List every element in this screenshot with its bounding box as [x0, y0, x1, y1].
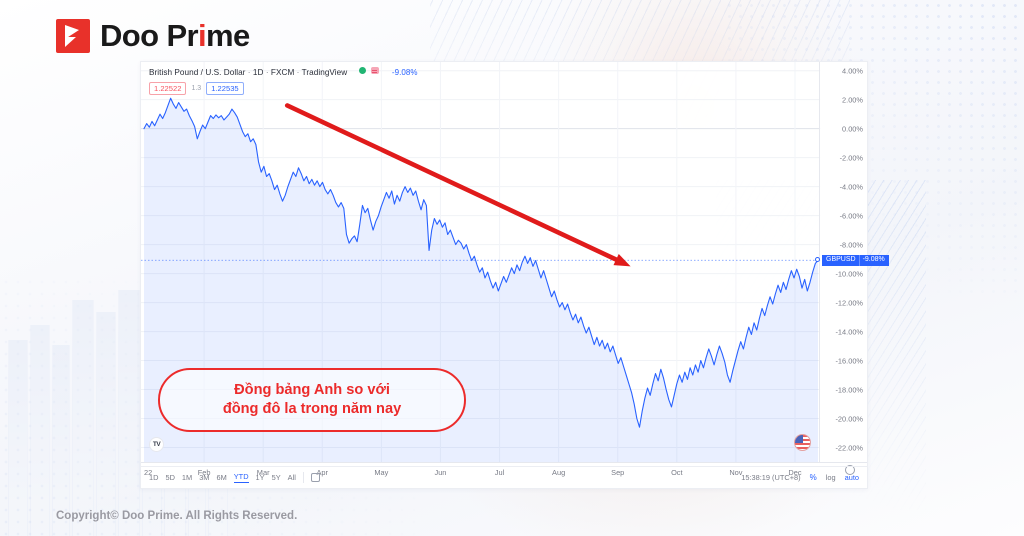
- price-tick: -14.00%: [835, 327, 863, 337]
- last-badge-symbol: GBPUSD: [822, 254, 859, 266]
- chart-provider: TradingView: [301, 68, 348, 77]
- time-tick: May: [374, 468, 389, 477]
- chart-status-badges: [358, 67, 379, 74]
- chart-symbol-name: British Pound / U.S. Dollar: [149, 68, 246, 77]
- quote-row: 1.22522 1.3 1.22535: [149, 82, 859, 95]
- log-scale-toggle[interactable]: log: [825, 473, 836, 482]
- time-tick: Oct: [671, 468, 683, 477]
- range-button-6m[interactable]: 6M: [216, 473, 227, 482]
- percent-scale-toggle[interactable]: %: [809, 473, 817, 482]
- title-sep-3: ·: [296, 68, 300, 77]
- brand-name-doo: Doo: [100, 18, 159, 53]
- price-tick: -16.00%: [835, 356, 863, 366]
- downtrend-arrow-icon: [284, 103, 631, 267]
- chart-title: British Pound / U.S. Dollar · 1D · FXCM …: [149, 67, 859, 77]
- bid-price: 1.22522: [149, 82, 187, 95]
- time-tick: Nov: [729, 468, 743, 477]
- settings-icon[interactable]: [845, 465, 855, 475]
- callout-text: Đồng bảng Anh so với đồng đô la trong nă…: [223, 381, 401, 420]
- chart-source: FXCM: [270, 68, 295, 77]
- time-tick: Jun: [434, 468, 447, 477]
- series-line: [143, 97, 819, 428]
- spread-value: 1.3: [191, 85, 202, 92]
- price-tick: -22.00%: [835, 443, 863, 452]
- range-button-1d[interactable]: 1D: [149, 473, 159, 482]
- toolbar-divider: [302, 472, 304, 483]
- brand-name-i: i: [198, 18, 207, 53]
- callout-line-2: đồng đô la trong năm nay: [222, 401, 402, 417]
- price-tick: -12.00%: [835, 298, 863, 308]
- range-button-3m[interactable]: 3M: [199, 473, 210, 482]
- brand-name-pr: Pr: [166, 18, 199, 53]
- chart-clock: 15:38:19 (UTC+8): [741, 473, 801, 482]
- price-tick: -18.00%: [835, 385, 863, 395]
- time-tick: Dec: [788, 468, 802, 477]
- range-button-all[interactable]: All: [287, 473, 296, 482]
- price-tick: -2.00%: [839, 153, 863, 163]
- last-badge-value: -9.08%: [858, 254, 889, 266]
- time-tick: Mar: [256, 468, 270, 477]
- chart-change-pct: -9.08%: [391, 68, 418, 77]
- last-price-badge: GBPUSD -9.08%: [822, 254, 889, 266]
- range-button-1m[interactable]: 1M: [181, 473, 193, 482]
- doo-prime-mark-icon: [56, 19, 90, 53]
- callout-box: Đồng bảng Anh so với đồng đô la trong nă…: [158, 368, 466, 432]
- price-tick: 2.00%: [842, 95, 863, 105]
- price-tick: -8.00%: [839, 240, 863, 250]
- range-button-ytd[interactable]: YTD: [233, 472, 249, 483]
- time-tick: Aug: [552, 468, 566, 477]
- chart-toolbar[interactable]: 1D 5D 1M 3M 6M YTD 1Y 5Y All 15:38:19 (UTC+8) % …: [141, 466, 867, 488]
- time-tick: 22: [144, 468, 153, 477]
- price-tick: -20.00%: [835, 414, 863, 424]
- market-open-dot-icon: [358, 67, 366, 74]
- time-tick: Sep: [611, 468, 625, 477]
- chart-interval: 1D: [252, 68, 264, 77]
- time-tick: Feb: [197, 468, 211, 477]
- ask-price: 1.22535: [206, 82, 244, 95]
- price-tick: -10.00%: [835, 269, 863, 279]
- brand-name-me: me: [206, 18, 250, 53]
- time-tick: Jul: [494, 468, 505, 477]
- price-tick: 0.00%: [842, 124, 863, 134]
- title-sep-2: ·: [265, 68, 269, 77]
- chart-header: British Pound / U.S. Dollar · 1D · FXCM …: [149, 67, 859, 101]
- auto-scale-toggle[interactable]: auto: [844, 473, 859, 482]
- range-button-1y[interactable]: 1Y: [255, 473, 265, 482]
- price-tick: 4.00%: [842, 66, 863, 76]
- us-flag-icon: [794, 434, 811, 451]
- footer-copyright: Copyright© Doo Prime. All Rights Reserve…: [56, 510, 298, 522]
- callout-line-1: Đồng bảng Anh so với: [234, 381, 390, 398]
- range-selector[interactable]: 1D 5D 1M 3M 6M YTD 1Y 5Y All: [141, 472, 296, 483]
- tradingview-logo-icon[interactable]: TV: [149, 437, 164, 452]
- title-sep-1: ·: [247, 68, 251, 77]
- last-price-dot: [815, 257, 820, 263]
- time-tick: Apr: [316, 468, 329, 477]
- replay-button-icon[interactable]: [310, 473, 320, 482]
- range-button-5d[interactable]: 5D: [165, 473, 175, 482]
- time-axis[interactable]: 22 Feb Mar Apr May Jun Jul Aug Sep Oct Nov Dec: [141, 462, 867, 480]
- range-button-5y[interactable]: 5Y: [271, 473, 281, 482]
- price-tick: -6.00%: [839, 211, 863, 221]
- brand-name: Doo Prime: [100, 18, 250, 54]
- replay-icon[interactable]: [370, 67, 379, 74]
- price-tick: -4.00%: [839, 182, 863, 192]
- brand-logo: Doo Prime: [56, 18, 250, 54]
- toolbar-right[interactable]: 15:38:19 (UTC+8) % log auto: [741, 473, 867, 482]
